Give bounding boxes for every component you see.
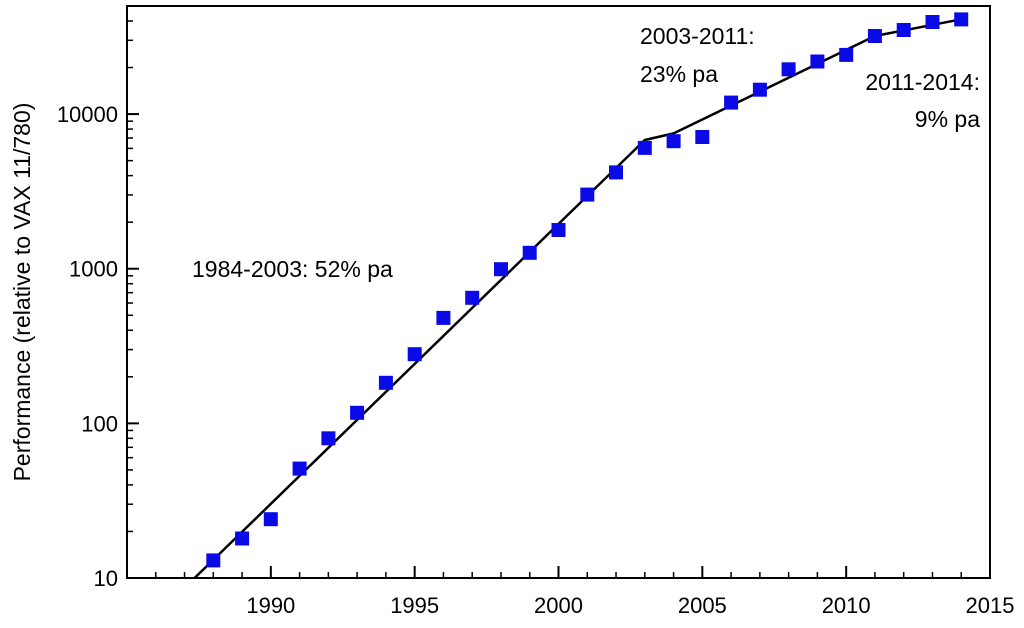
x-tick-label: 2010 xyxy=(822,593,871,618)
annotation-2011-2014-rate: 9% pa xyxy=(915,106,980,132)
data-point xyxy=(724,95,739,110)
x-tick-label: 2015 xyxy=(966,593,1015,618)
x-tick-label: 2000 xyxy=(534,593,583,618)
data-point xyxy=(752,82,767,97)
tick-labels: 1990 1995 2000 2005 2010 2015 10 100 1000 10000 xyxy=(57,102,1015,618)
data-point xyxy=(292,461,307,476)
data-point xyxy=(781,62,796,77)
y-tick-label: 10 xyxy=(94,566,118,591)
data-point xyxy=(925,15,940,29)
data-point xyxy=(580,187,595,202)
data-point xyxy=(810,54,825,69)
data-point xyxy=(235,531,250,546)
data-point xyxy=(494,262,508,277)
y-tick-label: 100 xyxy=(81,411,118,436)
annotation-2011-2014-range: 2011-2014: xyxy=(865,69,980,95)
data-point xyxy=(551,223,566,237)
data-point xyxy=(522,245,537,260)
data-point xyxy=(896,23,911,37)
data-point xyxy=(378,375,393,390)
data-point xyxy=(637,140,652,155)
y-tick-label: 1000 xyxy=(69,257,118,282)
data-point xyxy=(954,12,969,27)
trend-line xyxy=(193,18,962,579)
axis-ticks xyxy=(127,5,991,579)
data-point xyxy=(263,512,278,527)
plot-frame xyxy=(126,5,991,579)
data-point xyxy=(839,47,854,62)
data-point xyxy=(465,290,480,305)
trend-line-group xyxy=(193,18,962,579)
data-point xyxy=(695,130,710,144)
data-point xyxy=(609,165,623,180)
x-tick-label: 2005 xyxy=(678,593,727,618)
data-point xyxy=(206,553,221,568)
x-tick-label: 1995 xyxy=(390,593,439,618)
annotation-1984-2003: 1984-2003: 52% pa xyxy=(192,256,393,282)
data-point xyxy=(407,347,422,362)
data-point xyxy=(350,405,365,420)
y-tick-label: 10000 xyxy=(57,102,118,127)
data-point xyxy=(666,134,681,149)
data-point xyxy=(321,431,336,446)
data-point xyxy=(867,29,882,43)
data-point xyxy=(436,310,451,325)
x-tick-label: 1990 xyxy=(246,593,295,618)
data-points xyxy=(206,12,969,568)
annotation-2003-2011-rate: 23% pa xyxy=(640,61,718,87)
y-axis-label: Performance (relative to VAX 11/780) xyxy=(9,103,35,482)
annotation-2003-2011-range: 2003-2011: xyxy=(640,23,755,49)
